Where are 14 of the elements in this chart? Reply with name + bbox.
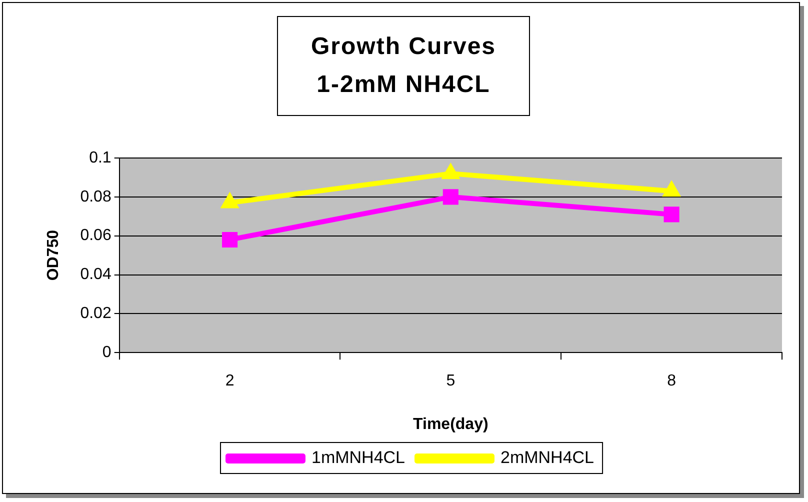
y-tick-label: 0 [102, 344, 112, 362]
chart-title: Growth Curves 1-2mM NH4CL [277, 16, 530, 116]
x-tick-label: 2 [225, 372, 234, 390]
x-axis-title: Time(day) [413, 416, 488, 433]
y-axis-title: OD750 [45, 230, 62, 281]
y-tick-label: 0.08 [80, 188, 112, 206]
y-tick-label: 0.02 [80, 305, 112, 322]
y-tick-label: 0.06 [80, 227, 112, 244]
legend-label: 1mMNH4CL [311, 448, 406, 468]
y-tick-label: 0.04 [80, 266, 112, 284]
x-tick-label: 5 [446, 372, 456, 390]
x-tick-label: 8 [667, 372, 676, 390]
legend-label: 2mMNH4CL [500, 448, 594, 468]
y-tick-label: 0.1 [89, 149, 112, 166]
